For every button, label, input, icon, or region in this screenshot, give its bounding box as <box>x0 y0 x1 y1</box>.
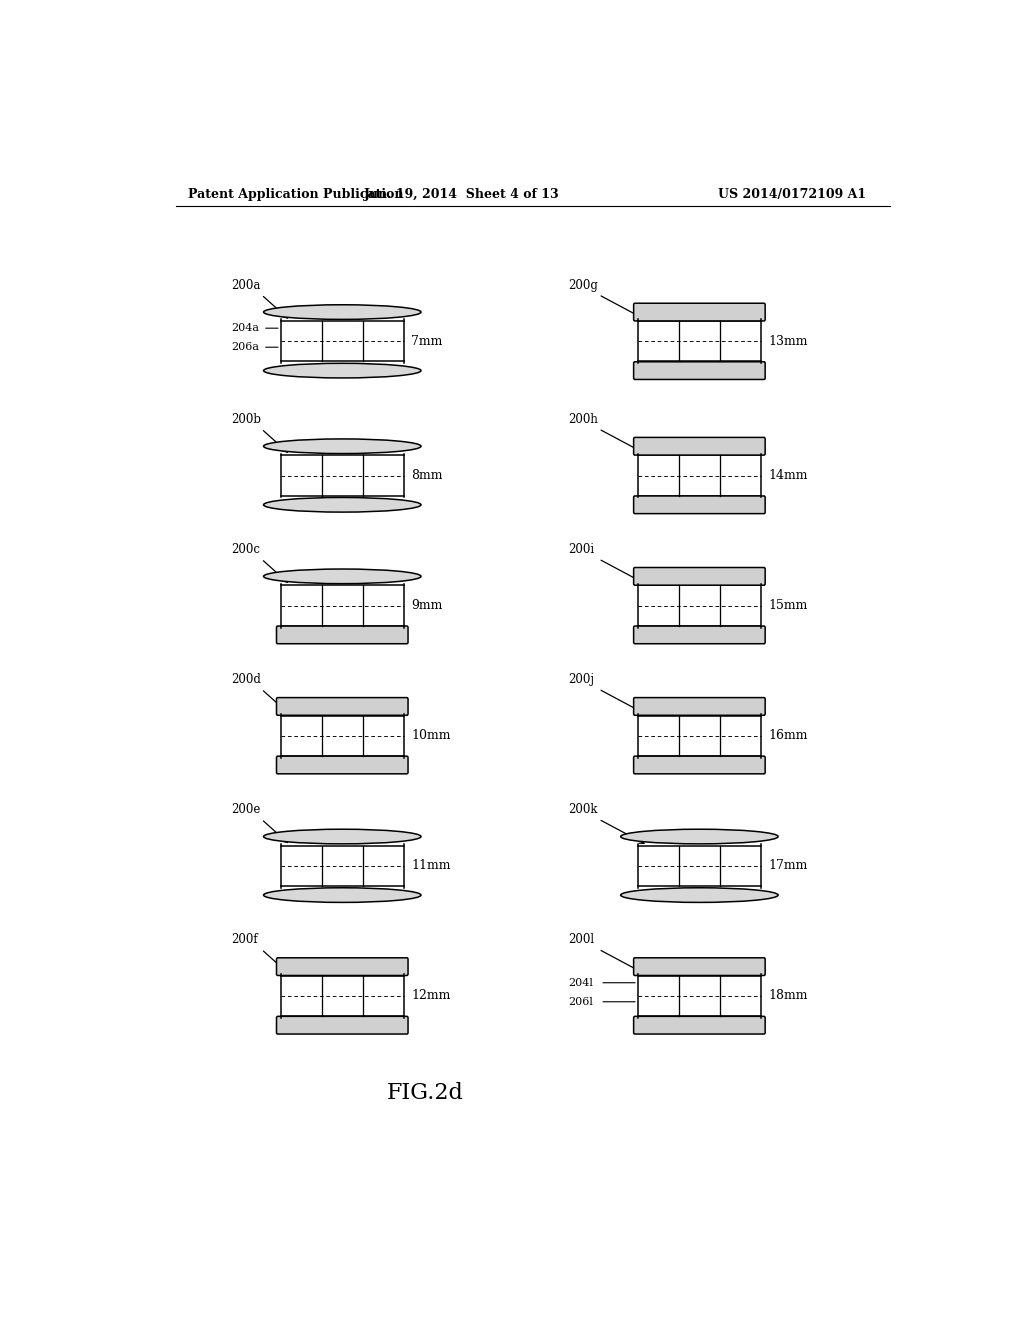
Ellipse shape <box>621 888 778 903</box>
Text: 206a: 206a <box>231 342 259 352</box>
FancyBboxPatch shape <box>634 568 765 585</box>
Text: 204l: 204l <box>568 978 593 987</box>
Ellipse shape <box>263 888 421 903</box>
FancyBboxPatch shape <box>276 1016 408 1034</box>
FancyBboxPatch shape <box>634 362 765 379</box>
FancyBboxPatch shape <box>634 697 765 715</box>
Text: 200i: 200i <box>568 543 595 556</box>
FancyBboxPatch shape <box>634 437 765 455</box>
Bar <box>638 586 761 626</box>
Text: 200d: 200d <box>231 673 261 686</box>
Text: 16mm: 16mm <box>768 729 808 742</box>
FancyBboxPatch shape <box>276 626 408 644</box>
Bar <box>638 846 761 886</box>
Ellipse shape <box>263 363 421 378</box>
Bar <box>638 715 761 756</box>
Text: 9mm: 9mm <box>412 599 442 612</box>
Text: 14mm: 14mm <box>768 469 808 482</box>
FancyBboxPatch shape <box>276 958 408 975</box>
Ellipse shape <box>263 569 421 583</box>
Text: 204a: 204a <box>231 323 259 333</box>
Bar <box>281 321 403 362</box>
FancyBboxPatch shape <box>634 496 765 513</box>
Text: 11mm: 11mm <box>412 859 451 873</box>
Text: 200a: 200a <box>231 279 260 292</box>
Bar <box>281 846 403 886</box>
Text: 7mm: 7mm <box>412 335 442 348</box>
Text: 200h: 200h <box>568 413 598 426</box>
Ellipse shape <box>621 829 778 843</box>
Ellipse shape <box>263 440 421 454</box>
Bar <box>281 975 403 1016</box>
Text: 200c: 200c <box>231 543 260 556</box>
Text: 13mm: 13mm <box>768 335 808 348</box>
Text: FIG.2d: FIG.2d <box>387 1082 464 1105</box>
Text: 17mm: 17mm <box>768 859 808 873</box>
Bar <box>281 586 403 626</box>
Text: 8mm: 8mm <box>412 469 442 482</box>
Bar <box>638 321 761 362</box>
Bar <box>638 975 761 1016</box>
FancyBboxPatch shape <box>276 697 408 715</box>
FancyBboxPatch shape <box>634 756 765 774</box>
Text: 200b: 200b <box>231 413 261 426</box>
Text: 10mm: 10mm <box>412 729 451 742</box>
Text: 12mm: 12mm <box>412 990 451 1002</box>
FancyBboxPatch shape <box>276 756 408 774</box>
FancyBboxPatch shape <box>634 304 765 321</box>
Text: 206l: 206l <box>568 997 593 1007</box>
Text: US 2014/0172109 A1: US 2014/0172109 A1 <box>718 189 866 202</box>
Text: 18mm: 18mm <box>768 990 808 1002</box>
Ellipse shape <box>263 305 421 319</box>
Text: 200e: 200e <box>231 803 260 816</box>
Text: Jun. 19, 2014  Sheet 4 of 13: Jun. 19, 2014 Sheet 4 of 13 <box>364 189 559 202</box>
FancyBboxPatch shape <box>634 958 765 975</box>
FancyBboxPatch shape <box>634 1016 765 1034</box>
Text: 15mm: 15mm <box>768 599 808 612</box>
Ellipse shape <box>263 829 421 843</box>
Bar <box>638 455 761 495</box>
Text: 200g: 200g <box>568 279 598 292</box>
Ellipse shape <box>263 498 421 512</box>
Text: 200l: 200l <box>568 933 595 946</box>
Text: 200k: 200k <box>568 803 598 816</box>
Text: Patent Application Publication: Patent Application Publication <box>187 189 403 202</box>
Bar <box>281 455 403 495</box>
FancyBboxPatch shape <box>634 626 765 644</box>
Text: 200j: 200j <box>568 673 595 686</box>
Bar <box>281 715 403 756</box>
Text: 200f: 200f <box>231 933 258 946</box>
